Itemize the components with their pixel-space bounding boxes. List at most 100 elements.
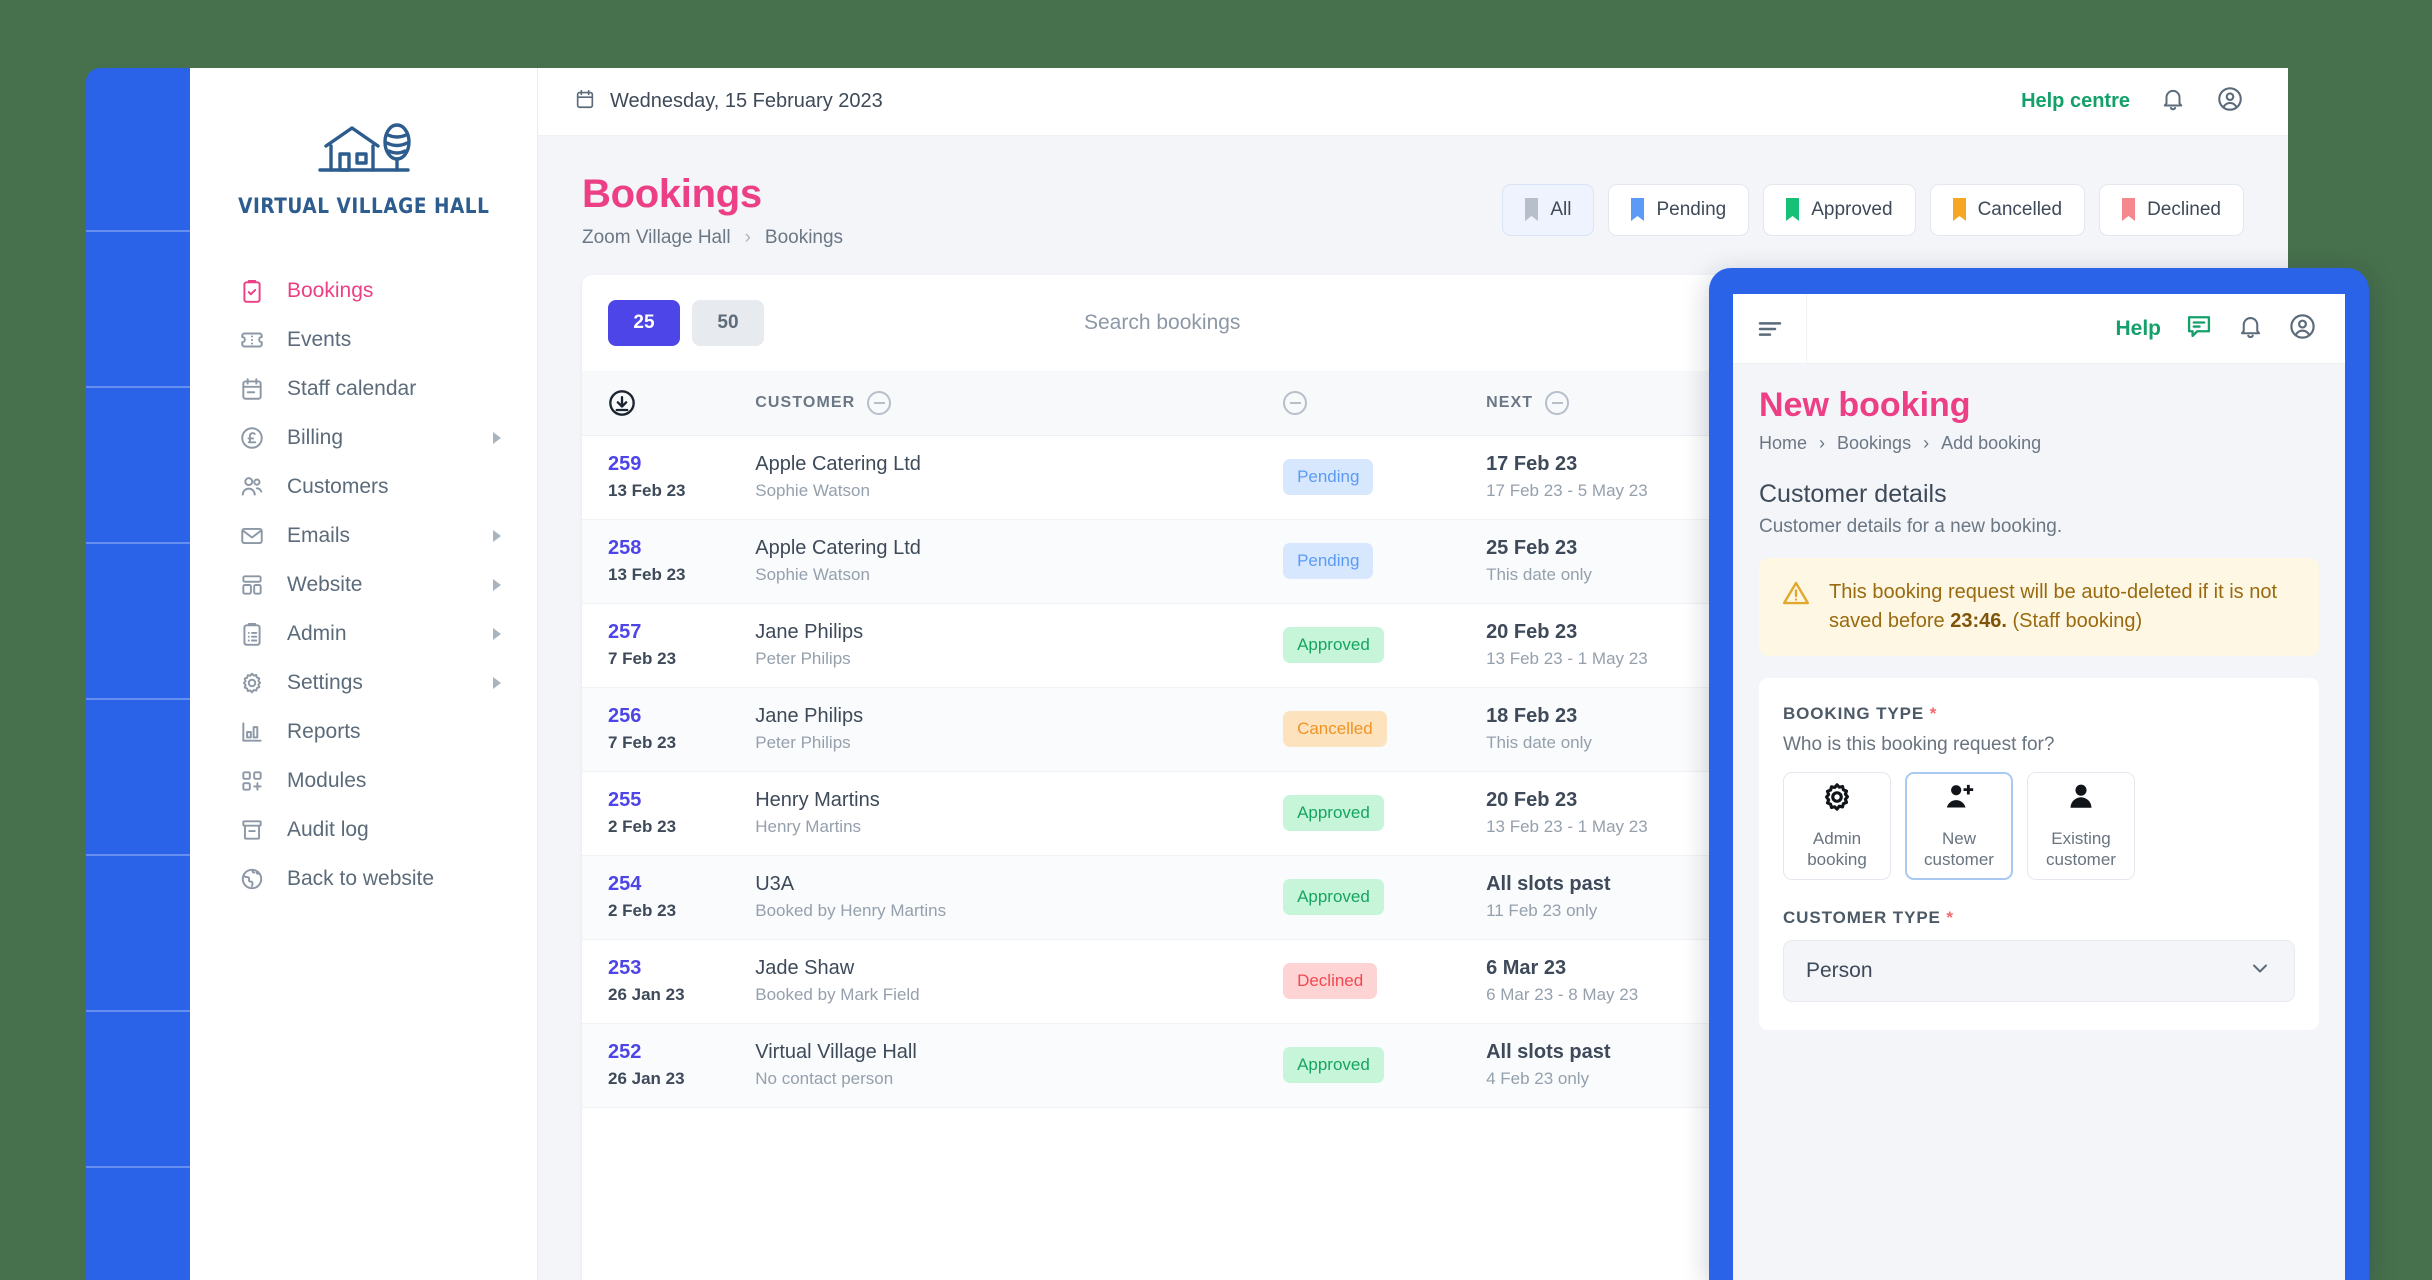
search-input[interactable]: Search bookings: [1084, 311, 1241, 334]
booking-id[interactable]: 259: [608, 453, 642, 475]
status-badge: Approved: [1283, 1047, 1384, 1083]
breadcrumb-item-add-booking[interactable]: Add booking: [1941, 433, 2042, 453]
sidebar-item-reports[interactable]: Reports: [190, 707, 537, 756]
breadcrumb-item-home[interactable]: Home: [1759, 433, 1808, 453]
sidebar-item-events[interactable]: Events: [190, 315, 537, 364]
sidebar-item-staff-calendar[interactable]: Staff calendar: [190, 364, 537, 413]
breadcrumb: Zoom Village Hall › Bookings: [582, 227, 2244, 249]
booking-type-existing-customer[interactable]: Existing customer: [2027, 771, 2135, 880]
logo-wordmark: VIRTUAL VILLAGE HALL: [237, 194, 490, 218]
booking-created: 13 Feb 23: [608, 565, 686, 584]
filter-all[interactable]: All: [1502, 184, 1595, 236]
sidebar-item-emails[interactable]: Emails: [190, 511, 537, 560]
tablet-device-frame: Help New booking Home › Bookings › Add b…: [1709, 268, 2369, 1280]
contact-name: Booked by Henry Martins: [755, 901, 947, 920]
sidebar-item-back-to-website[interactable]: Back to website: [190, 854, 537, 903]
customer-name: Jane Philips: [755, 705, 864, 727]
account-circle-icon[interactable]: [2216, 85, 2244, 118]
booking-id[interactable]: 252: [608, 1041, 642, 1063]
gear-icon: [1820, 780, 1854, 819]
sidebar-item-billing[interactable]: Billing: [190, 413, 537, 462]
booking-id[interactable]: 257: [608, 621, 642, 643]
next-date: 17 Feb 23: [1486, 453, 1578, 475]
chevron-right-icon: ›: [744, 227, 751, 248]
date-range: 17 Feb 23 - 5 May 23: [1486, 481, 1648, 500]
status-badge: Approved: [1283, 627, 1384, 663]
page-size-25[interactable]: 25: [608, 300, 680, 346]
customer-type-select[interactable]: Person: [1783, 939, 2295, 1002]
section-subheading: Customer details for a new booking.: [1759, 516, 2063, 537]
booking-id[interactable]: 253: [608, 957, 642, 979]
date-range: 11 Feb 23 only: [1486, 901, 1598, 920]
sidebar-item-admin[interactable]: Admin: [190, 609, 537, 658]
filter-pending[interactable]: Pending: [1608, 184, 1750, 236]
bell-icon[interactable]: [2160, 86, 2186, 117]
breadcrumb-item-1[interactable]: Bookings: [764, 227, 844, 248]
account-circle-icon[interactable]: [2288, 312, 2317, 346]
booking-id[interactable]: 256: [608, 705, 642, 727]
download-arrow-icon[interactable]: [608, 389, 636, 417]
collapse-icon[interactable]: [1545, 390, 1570, 415]
option-label: New customer: [1924, 829, 1994, 870]
current-date-label: Wednesday, 15 February 2023: [610, 90, 883, 112]
clipboard-check-icon: [238, 277, 265, 304]
app-logo[interactable]: VIRTUAL VILLAGE HALL: [190, 68, 537, 218]
status-badge: Approved: [1283, 795, 1384, 831]
booking-type-new-customer[interactable]: New customer: [1905, 771, 2013, 880]
collapse-icon[interactable]: [867, 390, 892, 415]
bell-icon[interactable]: [2237, 313, 2264, 345]
booking-id[interactable]: 258: [608, 537, 642, 559]
desktop-topbar: Wednesday, 15 February 2023 Help centre: [538, 68, 2288, 136]
customer-name: Apple Catering Ltd: [755, 537, 921, 559]
customer-name: Jane Philips: [755, 621, 864, 643]
sidebar-item-modules[interactable]: Modules: [190, 756, 537, 805]
chevron-right-icon: ›: [1819, 433, 1826, 453]
chat-icon[interactable]: [2185, 312, 2213, 345]
contact-name: Peter Philips: [755, 733, 851, 752]
sidebar-item-audit-log[interactable]: Audit log: [190, 805, 537, 854]
filter-label: Declined: [2147, 199, 2221, 220]
breadcrumb-item-bookings[interactable]: Bookings: [1837, 433, 1912, 453]
sidebar-item-label: Modules: [287, 768, 367, 792]
sidebar-item-bookings[interactable]: Bookings: [190, 266, 537, 315]
contact-name: Sophie Watson: [755, 565, 870, 584]
user-plus-icon: [1942, 780, 1976, 819]
booking-id[interactable]: 255: [608, 789, 642, 811]
required-marker: *: [1929, 703, 1938, 723]
layout-icon: [238, 571, 265, 598]
gear-icon: [238, 669, 265, 696]
current-date: Wednesday, 15 February 2023: [574, 88, 883, 116]
contact-name: Sophie Watson: [755, 481, 870, 500]
filter-cancelled[interactable]: Cancelled: [1929, 184, 2086, 236]
topbar-actions: Help centre: [2021, 85, 2244, 118]
sidebar-item-settings[interactable]: Settings: [190, 658, 537, 707]
page-size-50[interactable]: 50: [692, 300, 764, 346]
option-label: Existing customer: [2046, 829, 2116, 870]
booking-created: 2 Feb 23: [608, 901, 677, 920]
tablet-topbar: Help: [1733, 294, 2345, 364]
required-marker: *: [1946, 907, 1954, 927]
contact-name: Henry Martins: [755, 817, 862, 836]
sidebar-item-website[interactable]: Website: [190, 560, 537, 609]
sidebar-item-label: Emails: [287, 523, 351, 547]
pound-circle-icon: [238, 424, 265, 451]
user-icon: [2064, 780, 2098, 819]
breadcrumb-item-0[interactable]: Zoom Village Hall: [582, 227, 731, 248]
sidebar-item-customers[interactable]: Customers: [190, 462, 537, 511]
filter-declined[interactable]: Declined: [2099, 184, 2244, 236]
help-link[interactable]: Help: [2115, 316, 2161, 340]
table-row[interactable]: 253 26 Jan 23 Jade Shaw Booked by Mark Fie…: [582, 939, 2244, 1024]
archive-icon: [238, 816, 265, 843]
chevron-right-icon: ›: [1923, 433, 1930, 453]
help-centre-link[interactable]: Help centre: [2021, 90, 2130, 112]
customer-name: Henry Martins: [755, 789, 880, 811]
booking-type-admin-booking[interactable]: Admin booking: [1783, 771, 1891, 880]
hamburger-icon[interactable]: [1733, 294, 1807, 364]
collapse-icon[interactable]: [1283, 390, 1308, 415]
booking-id[interactable]: 254: [608, 873, 642, 895]
filter-approved[interactable]: Approved: [1763, 184, 1916, 236]
sidebar-item-label: Reports: [287, 719, 361, 743]
ticket-icon: [238, 326, 265, 353]
booking-created: 13 Feb 23: [608, 481, 686, 500]
contact-name: No contact person: [755, 1069, 894, 1088]
